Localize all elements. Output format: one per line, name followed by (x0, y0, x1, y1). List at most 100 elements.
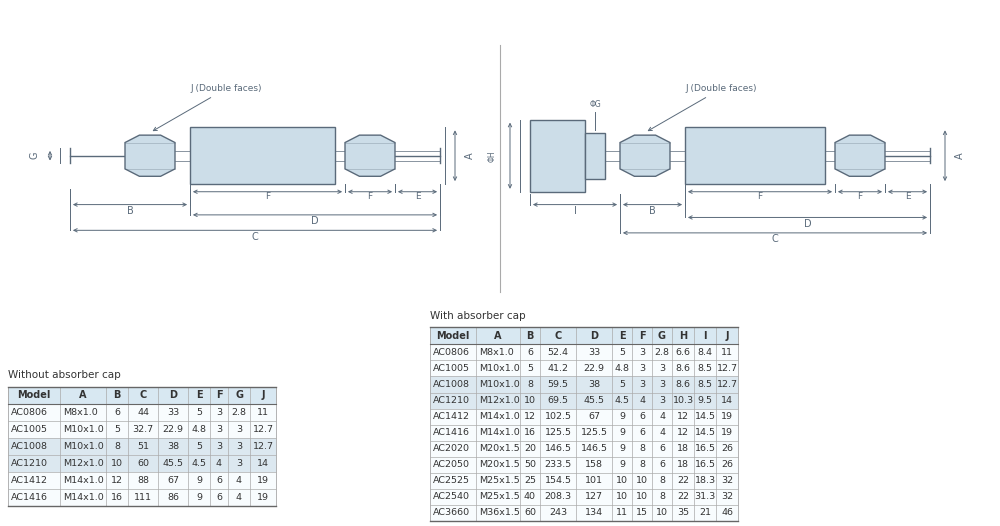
Text: 32.7: 32.7 (132, 424, 154, 433)
Text: 18.3: 18.3 (694, 477, 716, 485)
Bar (430, 424, 738, 441)
Text: M12x1.0: M12x1.0 (63, 459, 104, 468)
Text: D: D (311, 216, 319, 226)
Text: J: J (261, 390, 265, 400)
Text: 41.2: 41.2 (548, 364, 568, 373)
Bar (530, 120, 585, 192)
Text: AC2050: AC2050 (433, 460, 470, 469)
Text: 15: 15 (636, 509, 648, 518)
Text: 67: 67 (588, 412, 600, 421)
Text: 3: 3 (639, 364, 645, 373)
Text: M25x1.5: M25x1.5 (479, 477, 520, 485)
Text: 51: 51 (137, 442, 149, 451)
Text: Model: Model (17, 390, 51, 400)
Text: 134: 134 (585, 509, 603, 518)
Text: AC2540: AC2540 (433, 492, 470, 501)
Bar (430, 409, 738, 424)
Text: 3: 3 (236, 442, 242, 451)
Text: 9: 9 (196, 493, 202, 502)
Text: 125.5: 125.5 (580, 428, 608, 437)
Bar (685, 127, 825, 184)
Text: 4: 4 (216, 459, 222, 468)
Text: 9: 9 (196, 476, 202, 485)
Text: 8.6: 8.6 (676, 364, 690, 373)
Text: 2.8: 2.8 (232, 408, 246, 417)
Text: 6.6: 6.6 (676, 348, 690, 357)
Text: 125.5: 125.5 (544, 428, 572, 437)
Text: 16: 16 (111, 493, 123, 502)
Text: 3: 3 (216, 424, 222, 433)
Bar (8, 455, 276, 472)
Text: 10: 10 (636, 492, 648, 501)
Bar (430, 457, 738, 473)
Text: D: D (804, 219, 811, 229)
Text: 12: 12 (677, 428, 689, 437)
Text: 52.4: 52.4 (548, 348, 568, 357)
Bar (8, 403, 276, 421)
Text: 4: 4 (236, 476, 242, 485)
Text: I: I (703, 331, 707, 341)
Text: M10x1.0: M10x1.0 (63, 424, 104, 433)
Text: 6: 6 (639, 428, 645, 437)
Text: 14.5: 14.5 (694, 412, 716, 421)
Text: 11: 11 (721, 348, 733, 357)
Bar (8, 387, 276, 403)
Polygon shape (345, 135, 395, 176)
Text: 38: 38 (588, 380, 600, 389)
Text: 12.7: 12.7 (252, 442, 274, 451)
Bar (430, 473, 738, 489)
Text: C: C (554, 331, 562, 341)
Text: 20: 20 (524, 444, 536, 453)
Text: G: G (235, 390, 243, 400)
Text: F: F (216, 390, 222, 400)
Text: 5: 5 (196, 408, 202, 417)
Text: M8x1.0: M8x1.0 (63, 408, 98, 417)
Text: B: B (526, 331, 534, 341)
Text: 146.5: 146.5 (544, 444, 572, 453)
Text: 19: 19 (721, 428, 733, 437)
Text: AC1416: AC1416 (433, 428, 470, 437)
Text: 35: 35 (677, 509, 689, 518)
Text: 12.7: 12.7 (252, 424, 274, 433)
Text: AC1005: AC1005 (11, 424, 48, 433)
Text: 4.8: 4.8 (192, 424, 207, 433)
Text: E: E (905, 193, 910, 201)
Text: AC2525: AC2525 (433, 477, 470, 485)
Text: AC1008: AC1008 (11, 442, 48, 451)
Text: 26: 26 (721, 460, 733, 469)
Text: 19: 19 (257, 476, 269, 485)
Bar (585, 133, 605, 179)
Text: 14: 14 (721, 396, 733, 405)
Text: M10x1.0: M10x1.0 (479, 380, 520, 389)
Text: 88: 88 (137, 476, 149, 485)
Text: C: C (139, 390, 147, 400)
Text: G: G (30, 152, 40, 159)
Text: 22: 22 (677, 492, 689, 501)
Text: 5: 5 (619, 380, 625, 389)
Text: A: A (79, 390, 87, 400)
Text: With absorber cap: With absorber cap (430, 311, 526, 321)
Text: AC1210: AC1210 (433, 396, 470, 405)
Text: 9.5: 9.5 (698, 396, 712, 405)
Text: 4: 4 (639, 396, 645, 405)
Text: 60: 60 (524, 509, 536, 518)
Text: J (Double faces): J (Double faces) (648, 84, 757, 130)
Text: 8.5: 8.5 (698, 364, 712, 373)
Text: 233.5: 233.5 (544, 460, 572, 469)
Text: AC1412: AC1412 (11, 476, 48, 485)
Text: 8.4: 8.4 (698, 348, 712, 357)
Text: 11: 11 (616, 509, 628, 518)
Text: AC0806: AC0806 (433, 348, 470, 357)
Text: E: E (415, 193, 420, 201)
Text: 67: 67 (167, 476, 179, 485)
Text: 18: 18 (677, 460, 689, 469)
Text: I: I (574, 206, 576, 216)
Text: M20x1.5: M20x1.5 (479, 460, 520, 469)
Text: AC1008: AC1008 (433, 380, 470, 389)
Text: 8: 8 (527, 380, 533, 389)
Text: 10: 10 (616, 492, 628, 501)
Text: 16.5: 16.5 (694, 460, 716, 469)
Bar (430, 441, 738, 457)
Text: 5: 5 (196, 442, 202, 451)
Text: 154.5: 154.5 (544, 477, 572, 485)
